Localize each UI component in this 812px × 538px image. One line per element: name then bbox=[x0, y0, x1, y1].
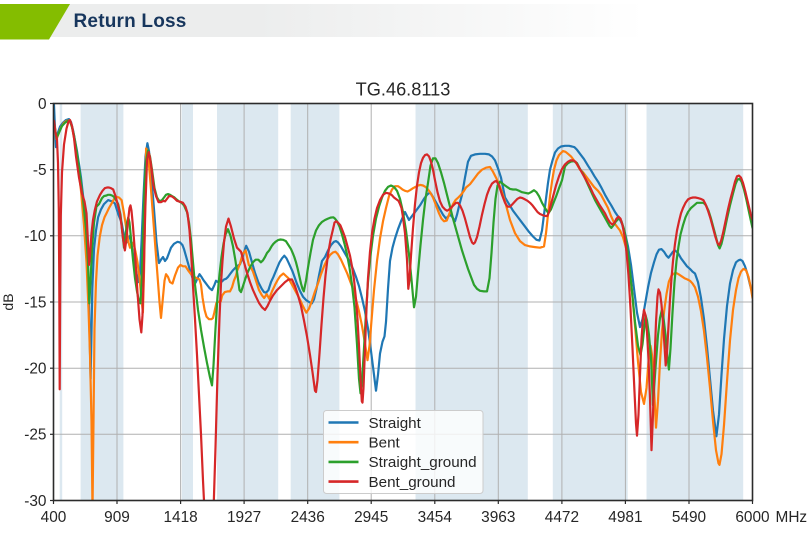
svg-text:3963: 3963 bbox=[481, 509, 515, 526]
svg-text:2436: 2436 bbox=[291, 509, 325, 526]
svg-text:Bent_ground: Bent_ground bbox=[369, 474, 456, 491]
svg-text:4472: 4472 bbox=[545, 509, 579, 526]
svg-text:MHz: MHz bbox=[776, 509, 808, 526]
svg-text:Straight: Straight bbox=[369, 415, 422, 432]
svg-text:4981: 4981 bbox=[608, 509, 642, 526]
svg-text:-10: -10 bbox=[24, 228, 46, 245]
svg-text:TG.46.8113: TG.46.8113 bbox=[356, 79, 451, 99]
svg-text:5490: 5490 bbox=[672, 509, 706, 526]
svg-text:Straight_ground: Straight_ground bbox=[369, 454, 477, 471]
svg-text:909: 909 bbox=[104, 509, 130, 526]
svg-text:400: 400 bbox=[41, 509, 67, 526]
svg-text:3454: 3454 bbox=[418, 509, 453, 526]
svg-text:1418: 1418 bbox=[163, 509, 197, 526]
svg-text:-15: -15 bbox=[24, 294, 46, 311]
svg-text:-25: -25 bbox=[24, 427, 46, 444]
svg-text:1927: 1927 bbox=[227, 509, 261, 526]
svg-text:-30: -30 bbox=[24, 493, 46, 510]
svg-text:Bent: Bent bbox=[369, 435, 401, 452]
svg-text:-20: -20 bbox=[24, 361, 46, 378]
svg-text:2945: 2945 bbox=[354, 509, 388, 526]
svg-text:dB: dB bbox=[0, 293, 16, 310]
svg-text:0: 0 bbox=[38, 96, 47, 113]
svg-text:6000: 6000 bbox=[735, 509, 769, 526]
svg-text:-5: -5 bbox=[33, 162, 47, 179]
